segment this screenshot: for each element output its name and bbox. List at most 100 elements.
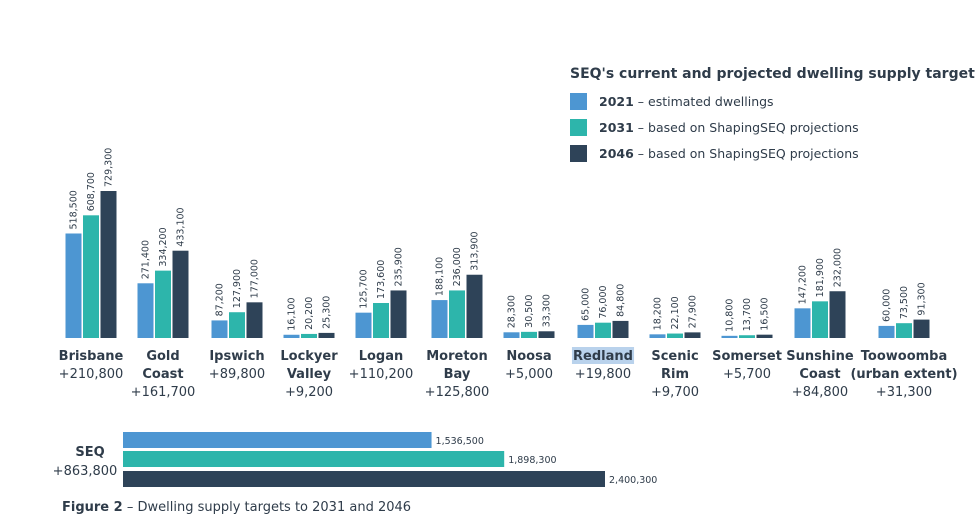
region-change: +19,800 [575, 367, 631, 382]
bar-2021 [577, 324, 594, 338]
bar-value-label: 232,000 [833, 248, 844, 287]
bar-value-label: 433,100 [176, 207, 187, 246]
bar-value-label: 76,000 [598, 285, 609, 318]
bar-2021 [355, 312, 372, 338]
legend-item-2021: 2021 – estimated dwellings [570, 88, 859, 114]
bar-2031 [812, 301, 828, 338]
bar-value-label: 20,200 [304, 297, 315, 330]
figure-caption-text: – Dwelling supply targets to 2031 and 20… [126, 500, 412, 515]
bar-2031 [301, 333, 317, 338]
bar-2046 [612, 320, 629, 338]
region-name: Ipswich [209, 349, 264, 364]
region-name: Scenic [651, 349, 698, 364]
region-change: +9,700 [651, 385, 699, 400]
legend-swatch-2021 [570, 92, 587, 110]
bar-value-label: 65,000 [581, 288, 592, 321]
bar-2031 [83, 215, 99, 338]
legend-item-2046: 2046 – based on ShapingSEQ projections [570, 140, 859, 166]
bar-2031 [739, 335, 755, 338]
bar-value-label: 87,200 [215, 283, 226, 316]
region-name: Rim [661, 367, 689, 382]
region-name: Toowoomba [861, 349, 948, 364]
region-name: (urban extent) [850, 367, 957, 382]
bar-value-label: 33,300 [542, 294, 553, 327]
bar-2021 [794, 308, 811, 338]
legend-text: – based on ShapingSEQ projections [637, 119, 859, 135]
legend-swatch-2046 [570, 144, 587, 162]
bar-2046 [390, 290, 407, 338]
bar-2031 [373, 303, 389, 338]
region-name: Redland [573, 349, 633, 364]
bar-value-label: 10,800 [725, 299, 736, 332]
figure-label: Figure 2 [62, 500, 123, 515]
bar-value-label: 18,200 [653, 297, 664, 330]
bar-value-label: 729,300 [104, 148, 115, 187]
region-name: Coast [799, 367, 840, 382]
bar-value-label: 60,000 [882, 289, 893, 322]
legend-year: 2046 [599, 145, 634, 161]
seq-change: +863,800 [53, 464, 118, 479]
bar-2046 [466, 274, 483, 338]
bar-2031 [229, 312, 245, 338]
bar-value-label: 13,700 [742, 298, 753, 331]
seq-total-value: 2,400,300 [609, 475, 657, 486]
region-name: Logan [359, 349, 404, 364]
region-change: +125,800 [425, 385, 490, 400]
legend: 2021 – estimated dwellings 2031 – based … [570, 88, 859, 166]
bar-value-label: 25,300 [322, 296, 333, 329]
bar-value-label: 236,000 [452, 247, 463, 286]
bar-value-label: 188,100 [435, 257, 446, 296]
bar-value-label: 16,100 [287, 298, 298, 331]
region-name: Noosa [506, 349, 551, 364]
seq-total-bar [123, 451, 505, 467]
legend-year: 2021 [599, 93, 634, 109]
legend-swatch-2031 [570, 118, 587, 136]
bar-value-label: 147,200 [798, 265, 809, 304]
region-name: Bay [444, 367, 471, 382]
bar-value-label: 30,500 [524, 295, 535, 328]
bar-value-label: 608,700 [86, 172, 97, 211]
region-change: +84,800 [792, 385, 848, 400]
seq-total-bar [123, 432, 432, 448]
bar-2031 [667, 333, 683, 338]
bar-2046 [684, 332, 701, 338]
bar-2021 [721, 335, 738, 338]
region-name: Valley [287, 367, 332, 382]
bar-value-label: 16,500 [760, 297, 771, 330]
bar-2021 [431, 300, 448, 338]
bar-value-label: 91,300 [917, 282, 928, 315]
bar-value-label: 173,600 [376, 260, 387, 299]
region-change: +161,700 [131, 385, 196, 400]
figure-caption: Figure 2 – Dwelling supply targets to 20… [62, 500, 411, 515]
seq-total-value: 1,898,300 [508, 455, 556, 466]
bar-2046 [172, 250, 189, 338]
region-name: Sunshine [786, 349, 854, 364]
bar-2021 [65, 233, 82, 338]
region-name: Lockyer [280, 349, 338, 364]
bar-2031 [896, 323, 912, 338]
bar-value-label: 271,400 [141, 240, 152, 279]
bar-2046 [246, 302, 263, 338]
legend-title: SEQ's current and projected dwelling sup… [570, 66, 975, 82]
bar-value-label: 84,800 [616, 284, 627, 317]
bar-2046 [100, 191, 117, 338]
bar-value-label: 28,300 [507, 295, 518, 328]
bar-2021 [137, 283, 154, 338]
bar-value-label: 27,900 [688, 295, 699, 328]
bar-2021 [503, 332, 520, 338]
seq-total-bar [123, 471, 605, 487]
bar-value-label: 22,100 [670, 296, 681, 329]
legend-text: – based on ShapingSEQ projections [637, 145, 859, 161]
seq-label: SEQ [75, 445, 104, 460]
legend-year: 2031 [599, 119, 634, 135]
bar-value-label: 73,500 [899, 286, 910, 319]
bar-value-label: 125,700 [359, 269, 370, 308]
bar-value-label: 334,200 [158, 227, 169, 266]
legend-item-2031: 2031 – based on ShapingSEQ projections [570, 114, 859, 140]
region-change: +89,800 [209, 367, 265, 382]
bar-value-label: 127,900 [232, 269, 243, 308]
region-change: +9,200 [285, 385, 333, 400]
legend-text: – estimated dwellings [637, 93, 774, 109]
region-name: Gold [146, 349, 179, 364]
